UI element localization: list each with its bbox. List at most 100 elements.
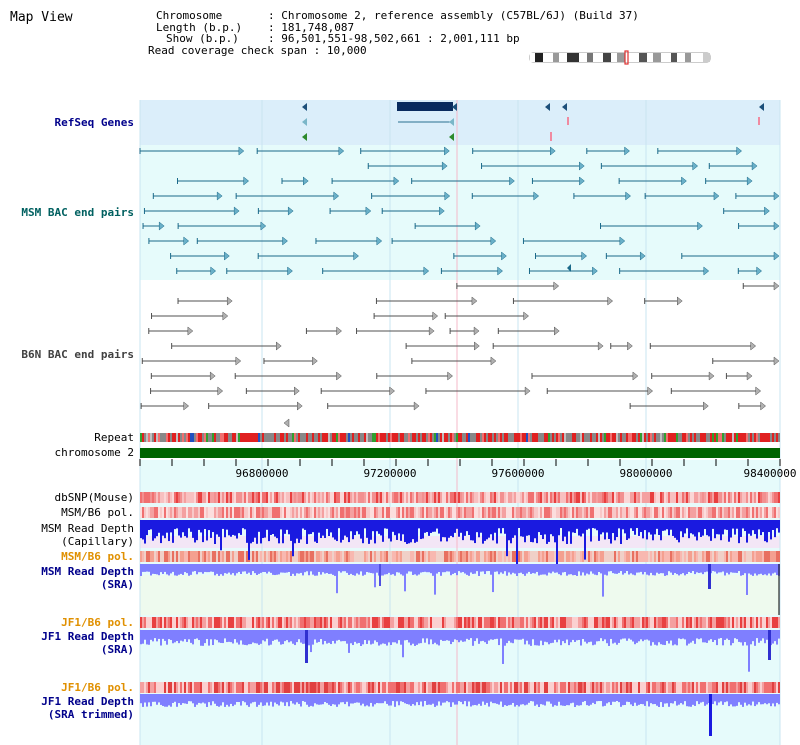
track-label-jf1-read-depth-trimmed[interactable]: JF1 Read Depth (SRA trimmed) — [41, 695, 134, 721]
depth-bar — [206, 630, 208, 640]
gene-mark — [758, 117, 760, 125]
heat-cell — [540, 507, 542, 518]
track-label-dbsnp[interactable]: dbSNP(Mouse) — [54, 491, 134, 504]
track-label-jf1-b6-pol[interactable]: JF1/B6 pol. — [61, 616, 134, 629]
heat-cell — [334, 507, 336, 518]
repeat-segment — [214, 433, 216, 442]
heat-cell — [738, 617, 740, 628]
repeat-segment — [254, 433, 256, 442]
heat-cell — [672, 682, 674, 693]
heat-cell — [620, 507, 622, 518]
repeat-segment — [746, 433, 748, 442]
depth-bar — [520, 694, 522, 705]
bac-end-arrow — [713, 191, 720, 201]
depth-bar — [326, 694, 328, 704]
heat-cell — [658, 682, 660, 693]
track-label-msm-read-depth-sra[interactable]: MSM Read Depth (SRA) — [41, 565, 134, 591]
heat-cell — [434, 492, 436, 503]
depth-bar — [610, 520, 612, 544]
track-label-chromosome[interactable]: chromosome 2 — [54, 446, 134, 459]
heat-cell — [362, 617, 364, 628]
depth-bar — [142, 694, 144, 707]
repeat-segment — [390, 433, 392, 442]
depth-spike — [305, 630, 308, 663]
depth-bar — [642, 694, 644, 705]
repeat-segment — [688, 433, 690, 442]
heat-cell — [226, 507, 228, 518]
heat-cell — [350, 507, 352, 518]
depth-bar — [406, 564, 408, 574]
track-label-msm-b6-pol-2[interactable]: MSM/B6 pol. — [61, 550, 134, 563]
depth-bar — [690, 630, 692, 643]
heat-cell — [344, 551, 346, 562]
track-label-b6n-bac-end-pairs[interactable]: B6N BAC end pairs — [21, 348, 134, 361]
heat-cell — [714, 492, 716, 503]
heat-cell — [580, 617, 582, 628]
depth-bar — [254, 630, 256, 644]
depth-bar — [650, 630, 652, 646]
heat-cell — [420, 682, 422, 693]
depth-bar — [140, 564, 142, 576]
heat-cell — [546, 617, 548, 628]
bac-end-arrow — [210, 266, 217, 276]
depth-bar — [664, 694, 666, 704]
depth-bar — [284, 520, 286, 534]
depth-bar — [480, 694, 482, 706]
heat-cell — [426, 492, 428, 503]
depth-bar — [636, 564, 638, 573]
track-label-jf1-b6-pol-2[interactable]: JF1/B6 pol. — [61, 681, 134, 694]
depth-bar — [488, 520, 490, 538]
heat-cell — [622, 551, 624, 562]
heat-cell — [376, 551, 378, 562]
heat-cell — [684, 682, 686, 693]
heat-cell — [422, 617, 424, 628]
depth-bar — [316, 564, 318, 576]
depth-bar — [168, 630, 170, 640]
heat-cell — [610, 617, 612, 628]
depth-bar — [724, 694, 726, 703]
depth-bar — [664, 564, 666, 576]
heat-cell — [280, 617, 282, 628]
track-label-msm-read-depth-capillary[interactable]: MSM Read Depth (Capillary) — [41, 522, 134, 548]
depth-bar — [340, 564, 342, 573]
heat-cell — [500, 492, 502, 503]
depth-bar — [518, 694, 520, 707]
repeat-segment — [546, 433, 548, 442]
heat-cell — [762, 492, 764, 503]
heat-cell — [228, 682, 230, 693]
depth-bar — [752, 520, 754, 531]
heat-cell — [488, 507, 490, 518]
heat-cell — [274, 617, 276, 628]
track-label-msm-bac-end-pairs[interactable]: MSM BAC end pairs — [21, 206, 134, 219]
track-label-msm-b6-pol[interactable]: MSM/B6 pol. — [61, 506, 134, 519]
depth-bar — [308, 694, 310, 707]
heat-cell — [504, 682, 506, 693]
depth-bar — [584, 564, 586, 576]
depth-bar — [426, 630, 428, 639]
heat-cell — [594, 551, 596, 562]
heat-cell — [614, 507, 616, 518]
heat-cell — [472, 507, 474, 518]
depth-bar — [360, 694, 362, 706]
repeat-segment — [750, 433, 752, 442]
track-label-repeat[interactable]: Repeat — [94, 431, 134, 444]
depth-bar — [418, 630, 420, 644]
depth-bar — [738, 520, 740, 544]
depth-bar — [560, 630, 562, 646]
depth-bar — [262, 694, 264, 706]
heat-cell — [324, 617, 326, 628]
depth-bar — [562, 630, 564, 642]
track-label-jf1-read-depth-sra[interactable]: JF1 Read Depth (SRA) — [41, 630, 134, 656]
heat-cell — [386, 492, 388, 503]
depth-bar — [498, 520, 500, 529]
depth-bar — [386, 564, 388, 575]
track-label-refseq-genes[interactable]: RefSeq Genes — [54, 116, 134, 129]
heat-cell — [156, 507, 158, 518]
repeat-segment — [512, 433, 514, 442]
heat-cell — [224, 617, 226, 628]
heat-cell — [248, 617, 250, 628]
heat-cell — [454, 507, 456, 518]
depth-bar — [290, 564, 292, 576]
repeat-segment — [752, 433, 754, 442]
heat-cell — [288, 507, 290, 518]
